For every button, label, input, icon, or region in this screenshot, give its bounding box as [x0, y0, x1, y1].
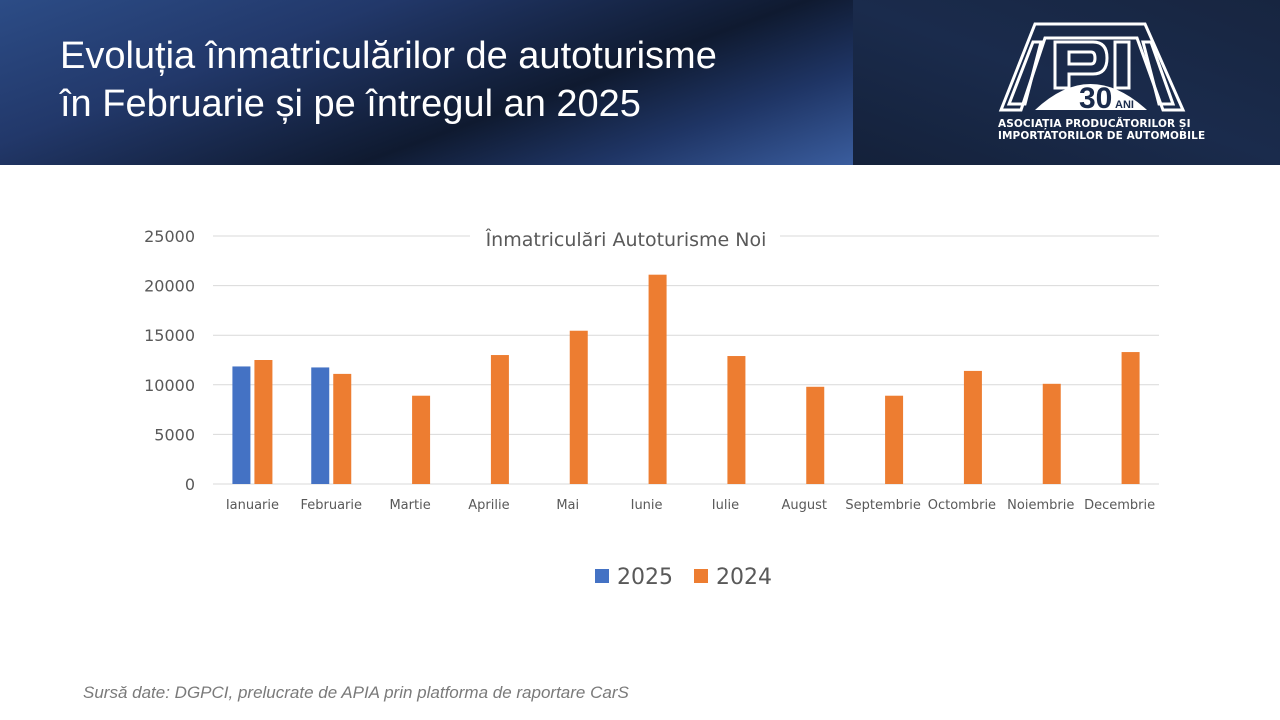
chart-title: Înmatriculări Autoturisme Noi: [485, 228, 767, 251]
bar-2024-mai: [569, 330, 588, 484]
x-tick-label: Februarie: [300, 498, 362, 513]
y-axis-ticks: 0 5000 10000 15000 20000 25000: [144, 227, 195, 494]
logo-dome: [1035, 84, 1147, 110]
x-tick-label: Iulie: [712, 498, 739, 513]
logo-letter-a-right: [1141, 40, 1176, 106]
legend-label-2024: 2024: [716, 565, 772, 590]
bar-2025-ianuarie: [232, 366, 251, 484]
x-tick-label: Iunie: [631, 498, 663, 513]
bar-2024-aprilie: [490, 355, 509, 484]
slide-title-line-1: Evoluția înmatriculărilor de autoturisme: [60, 35, 717, 77]
x-tick-label: Martie: [389, 498, 430, 513]
gridlines: [213, 235, 1159, 485]
x-tick-label: Decembrie: [1084, 498, 1155, 513]
logo-subtitle-line-1: ASOCIAȚIA PRODUCĂTORILOR ȘI: [998, 118, 1191, 130]
y-tick-label: 25000: [144, 227, 195, 246]
x-tick-label: Ianuarie: [226, 498, 279, 513]
legend-swatch-2025: [595, 569, 609, 583]
y-tick-label: 15000: [144, 326, 195, 345]
logo-anniversary-label: ANI: [1115, 99, 1134, 111]
apia-logo: 30 ANI ASOCIAȚIA PRODUCĂTORILOR ȘI IMPOR…: [995, 18, 1205, 148]
apia-logo-icon: 30 ANI: [998, 22, 1186, 115]
bars: [232, 274, 1140, 484]
x-tick-label: Aprilie: [468, 498, 509, 513]
x-tick-label: August: [782, 498, 828, 513]
y-tick-label: 10000: [144, 376, 195, 395]
bar-2024-octombrie: [963, 370, 982, 484]
chart-title-background: [470, 223, 780, 253]
logo-anniversary-number: 30: [1079, 82, 1112, 115]
slide-header: Evoluția înmatriculărilor de autoturisme…: [0, 0, 1280, 165]
header-background: [0, 0, 853, 165]
bar-2024-septembrie: [885, 395, 904, 484]
logo-letter-a-left: [1006, 40, 1043, 106]
legend-swatch-2024: [694, 569, 708, 583]
x-tick-label: Octombrie: [928, 498, 996, 513]
y-tick-label: 5000: [154, 425, 195, 444]
x-tick-label: Noiembrie: [1007, 498, 1074, 513]
bar-2024-februarie: [333, 373, 352, 484]
bar-2024-martie: [412, 395, 431, 484]
legend: 2025 2024: [595, 565, 772, 590]
logo-subtitle-line-2: IMPORTATORILOR DE AUTOMOBILE: [998, 130, 1206, 142]
slide-title: Evoluția înmatriculărilor de autoturisme…: [60, 32, 717, 128]
legend-label-2025: 2025: [617, 565, 673, 590]
logo-letter-i: [1113, 40, 1131, 90]
bar-2024-ianuarie: [254, 360, 273, 484]
registrations-chart: 0 5000 10000 15000 20000 25000 Ianuarie Februa…: [0, 165, 1280, 720]
bar-2024-iulie: [727, 356, 746, 484]
data-source-note: Sursă date: DGPCI, prelucrate de APIA pr…: [83, 683, 629, 702]
bar-2025-februarie: [311, 367, 330, 484]
bar-2024-august: [806, 386, 825, 484]
y-tick-label: 0: [185, 475, 195, 494]
logo-panel: [853, 0, 1280, 165]
x-tick-label: Mai: [556, 498, 579, 513]
bar-2024-iunie: [648, 274, 667, 484]
logo-letter-p: [1053, 40, 1109, 90]
bar-2024-noiembrie: [1042, 383, 1061, 484]
slide-title-line-2: în Februarie și pe întregul an 2025: [60, 83, 641, 125]
chart-canvas: 0 5000 10000 15000 20000 25000 Ianuarie Februa…: [144, 223, 1159, 590]
bar-2024-decembrie: [1121, 352, 1140, 484]
x-axis-ticks: Ianuarie Februarie Martie Aprilie Mai Iunie Iu…: [226, 498, 1155, 513]
logo-subtitle: ASOCIAȚIA PRODUCĂTORILOR ȘI IMPORTATORIL…: [998, 118, 1205, 142]
y-tick-label: 20000: [144, 277, 195, 296]
x-tick-label: Septembrie: [845, 498, 920, 513]
